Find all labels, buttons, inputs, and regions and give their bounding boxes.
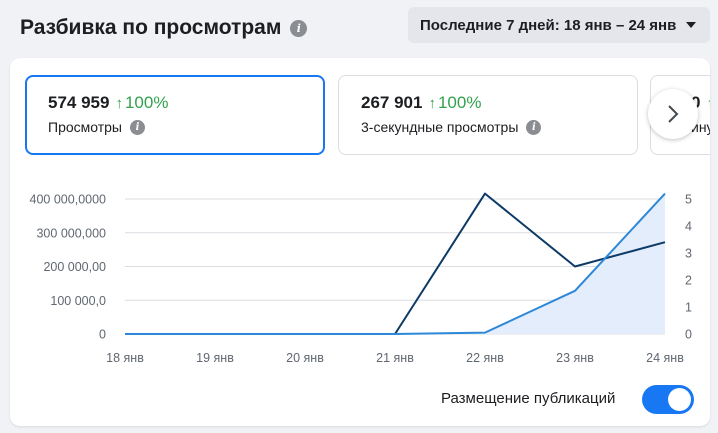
info-icon[interactable]: i <box>526 119 542 135</box>
x-tick-label: 21 янв <box>376 351 414 365</box>
y-left-tick-label: 0 <box>99 328 106 342</box>
next-metrics-button[interactable] <box>648 89 698 139</box>
views-chart: 400 000,0000 300 000,000 200 000,00 100 000… <box>30 192 692 366</box>
y-left-tick-label: 400 000,0000 <box>30 193 107 207</box>
x-tick-label: 23 янв <box>556 351 594 365</box>
date-range-label: Последние 7 дней: 18 янв – 24 янв <box>420 16 677 34</box>
metric-change-value: 100% <box>437 93 482 112</box>
x-tick-label: 19 янв <box>196 351 234 365</box>
metric-value: 574 959 <box>48 93 110 112</box>
metric-label-row: 3-секундные просмотры i <box>361 119 637 135</box>
chevron-down-icon <box>686 22 696 28</box>
y-right-tick-label: 2 <box>685 274 692 288</box>
y-right-tick-label: 5 <box>685 193 692 207</box>
info-icon[interactable]: i <box>130 119 145 135</box>
y-right-tick-label: 1 <box>685 301 692 315</box>
metric-change: ↑ 100% <box>115 93 168 113</box>
arrow-up-icon: ↑ <box>115 95 123 112</box>
x-tick-label: 22 янв <box>466 351 504 365</box>
metric-change: ↑ <box>706 93 710 113</box>
metric-value-row: 574 959 ↑ 100% <box>48 93 323 113</box>
x-tick-label: 18 янв <box>106 351 144 365</box>
metric-card-views[interactable]: 574 959 ↑ 100% Просмотры i <box>25 75 325 155</box>
arrow-up-icon: ↑ <box>428 95 436 112</box>
metric-value-row: 0 ↑ <box>691 93 710 113</box>
toggle-label: Размещение публикаций <box>441 390 616 407</box>
arrow-up-icon: ↑ <box>706 95 710 112</box>
y-left-tick-label: 200 000,00 <box>43 260 106 274</box>
series-area <box>125 193 665 334</box>
date-range-dropdown[interactable]: Последние 7 дней: 18 янв – 24 янв <box>408 7 710 43</box>
metric-label-row: Просмотры i <box>48 119 323 135</box>
y-left-tick-label: 100 000,0 <box>50 294 106 308</box>
toggle-knob <box>668 388 691 411</box>
page-title-text: Разбивка по просмотрам <box>20 16 282 39</box>
metric-label: Просмотры <box>48 119 122 135</box>
y-right-tick-label: 0 <box>685 328 692 342</box>
chevron-right-icon <box>668 105 679 123</box>
metric-value: 0 <box>691 93 701 112</box>
page-title: Разбивка по просмотрам i <box>20 16 308 40</box>
y-right-tick-label: 4 <box>685 220 692 234</box>
info-icon[interactable]: i <box>290 19 308 37</box>
placement-toggle[interactable] <box>642 385 694 414</box>
metric-card-3s-views[interactable]: 267 901 ↑ 100% 3-секундные просмотры i <box>338 75 638 155</box>
metric-label: 3-секундные просмотры <box>361 119 519 135</box>
metric-value-row: 267 901 ↑ 100% <box>361 93 637 113</box>
y-left-tick-label: 300 000,000 <box>36 226 106 240</box>
y-right-tick-label: 3 <box>685 247 692 261</box>
x-tick-label: 20 янв <box>286 351 324 365</box>
chart-card: 574 959 ↑ 100% Просмотры i 267 901 ↑ 100% … <box>10 58 710 426</box>
metric-change: ↑ 100% <box>428 93 481 113</box>
metric-value: 267 901 <box>361 93 423 112</box>
x-tick-label: 24 янв <box>646 351 684 365</box>
series-line <box>125 192 666 335</box>
metric-change-value: 100% <box>124 93 169 112</box>
